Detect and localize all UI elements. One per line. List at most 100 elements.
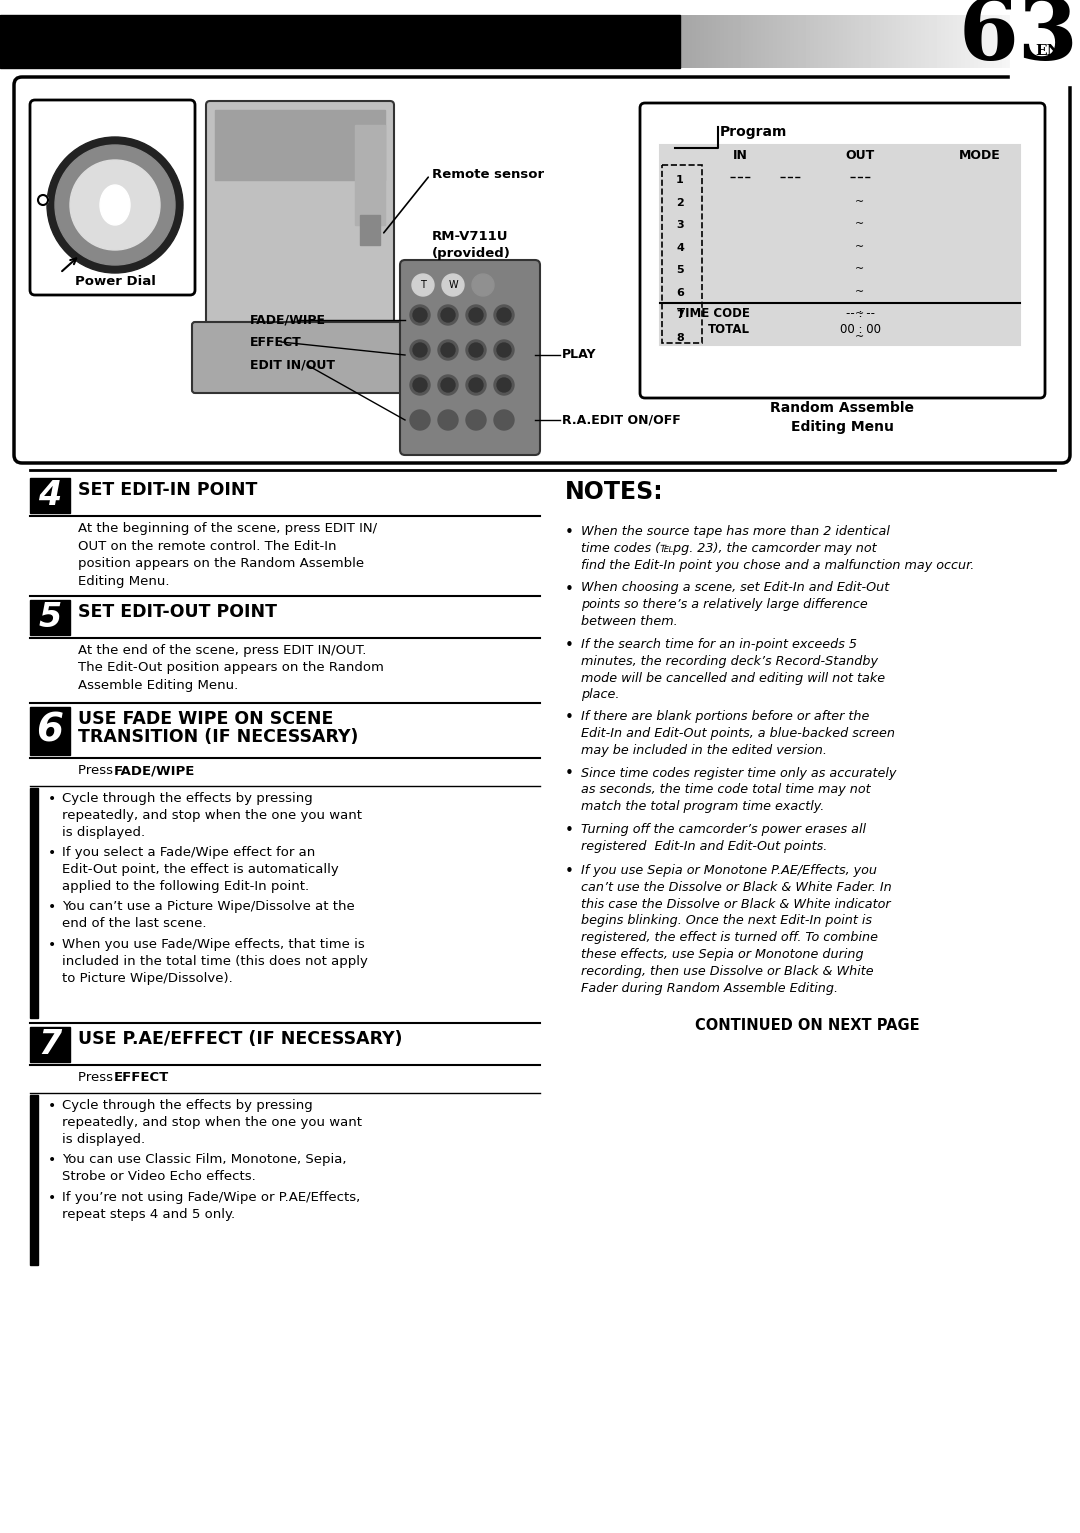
Circle shape (469, 308, 483, 322)
FancyBboxPatch shape (206, 101, 394, 389)
FancyBboxPatch shape (640, 103, 1045, 399)
Text: FADE/WIPE: FADE/WIPE (114, 763, 195, 777)
Circle shape (438, 340, 458, 360)
Text: If you’re not using Fade/Wipe or P.AE/Effects,
repeat steps 4 and 5 only.: If you’re not using Fade/Wipe or P.AE/Ef… (62, 1191, 361, 1220)
Text: USE P.AE/EFFECT (IF NECESSARY): USE P.AE/EFFECT (IF NECESSARY) (78, 1030, 403, 1049)
Circle shape (410, 376, 430, 396)
Text: •: • (48, 846, 56, 860)
Circle shape (442, 274, 464, 296)
Bar (30, 707, 70, 754)
Text: When choosing a scene, set Edit-In and Edit-Out
points so there’s a relatively l: When choosing a scene, set Edit-In and E… (581, 581, 889, 629)
Bar (360, 215, 380, 245)
Text: Press: Press (78, 763, 118, 777)
Text: ~: ~ (855, 264, 865, 274)
Text: At the beginning of the scene, press EDIT IN/
OUT on the remote control. The Edi: At the beginning of the scene, press EDI… (78, 523, 377, 587)
Text: ~: ~ (855, 242, 865, 251)
Text: Turning off the camcorder’s power erases all
registered  Edit-In and Edit-Out po: Turning off the camcorder’s power erases… (581, 823, 866, 852)
Text: •: • (565, 823, 573, 839)
Circle shape (410, 409, 430, 429)
Text: •: • (565, 766, 573, 782)
Circle shape (38, 195, 48, 205)
Circle shape (413, 343, 427, 357)
Text: ~: ~ (855, 219, 865, 228)
Bar (355, 126, 384, 225)
Text: TOTAL: TOTAL (708, 323, 750, 336)
Text: Cycle through the effects by pressing
repeatedly, and stop when the one you want: Cycle through the effects by pressing re… (62, 1099, 362, 1145)
Text: .: . (164, 1072, 168, 1084)
Circle shape (469, 343, 483, 357)
Ellipse shape (100, 185, 130, 225)
Text: ~: ~ (855, 333, 865, 342)
Text: OUT: OUT (846, 149, 875, 162)
Text: When you use Fade/Wipe effects, that time is
included in the total time (this do: When you use Fade/Wipe effects, that tim… (62, 938, 368, 984)
Text: 4: 4 (676, 244, 684, 253)
Circle shape (438, 376, 458, 396)
FancyBboxPatch shape (400, 261, 540, 455)
FancyBboxPatch shape (14, 77, 1070, 463)
Text: ~: ~ (855, 310, 865, 319)
Text: 5: 5 (39, 601, 62, 635)
Circle shape (413, 308, 427, 322)
Bar (30, 1095, 38, 1265)
Text: Random Assemble
Editing Menu: Random Assemble Editing Menu (770, 402, 914, 434)
Text: You can’t use a Picture Wipe/Dissolve at the
end of the last scene.: You can’t use a Picture Wipe/Dissolve at… (62, 900, 354, 931)
Bar (30, 478, 70, 514)
Text: •: • (48, 1153, 56, 1167)
Text: EFFECT: EFFECT (249, 336, 301, 348)
FancyBboxPatch shape (192, 322, 408, 392)
Circle shape (410, 305, 430, 325)
Text: 8: 8 (676, 333, 684, 343)
Circle shape (472, 274, 494, 296)
Text: •: • (48, 900, 56, 914)
Text: 00 : 00: 00 : 00 (839, 323, 880, 336)
Text: •: • (565, 638, 573, 653)
Circle shape (410, 340, 430, 360)
Text: MODE: MODE (959, 149, 1001, 162)
Circle shape (441, 379, 455, 392)
Circle shape (438, 305, 458, 325)
Text: .: . (186, 763, 190, 777)
Circle shape (494, 409, 514, 429)
Text: ~: ~ (855, 287, 865, 297)
Bar (1010, 0, 1080, 84)
Circle shape (494, 305, 514, 325)
Text: -- : --: -- : -- (846, 307, 875, 320)
Circle shape (413, 379, 427, 392)
Text: •: • (565, 710, 573, 725)
Text: EFFECT: EFFECT (114, 1072, 170, 1084)
Bar (215, 110, 384, 179)
Text: If the search time for an in-point exceeds 5
minutes, the recording deck’s Recor: If the search time for an in-point excee… (581, 638, 886, 702)
Text: Program: Program (720, 126, 787, 140)
Text: Since time codes register time only as accurately
as seconds, the time code tota: Since time codes register time only as a… (581, 766, 896, 812)
Text: FADE/WIPE: FADE/WIPE (249, 314, 326, 327)
Text: ~: ~ (855, 198, 865, 207)
Text: •: • (565, 524, 573, 540)
Circle shape (497, 308, 511, 322)
Text: •: • (48, 1099, 56, 1113)
Text: 7: 7 (676, 310, 684, 320)
Text: 4: 4 (39, 478, 62, 512)
Text: If you use Sepia or Monotone P.AE/Effects, you
can’t use the Dissolve or Black &: If you use Sepia or Monotone P.AE/Effect… (581, 865, 892, 995)
Circle shape (465, 305, 486, 325)
Text: 3: 3 (676, 221, 684, 230)
Text: TIME CODE: TIME CODE (677, 307, 750, 320)
Circle shape (465, 409, 486, 429)
Text: PLAY: PLAY (562, 348, 596, 362)
Text: Press: Press (78, 1072, 118, 1084)
Circle shape (497, 379, 511, 392)
Text: You can use Classic Film, Monotone, Sepia,
Strobe or Video Echo effects.: You can use Classic Film, Monotone, Sepi… (62, 1153, 347, 1183)
Circle shape (441, 308, 455, 322)
Text: USE FADE WIPE ON SCENE: USE FADE WIPE ON SCENE (78, 710, 334, 728)
Bar (662, 166, 702, 343)
Text: TRANSITION (IF NECESSARY): TRANSITION (IF NECESSARY) (78, 728, 359, 747)
Text: T: T (420, 281, 426, 290)
Circle shape (497, 343, 511, 357)
Text: SET EDIT-IN POINT: SET EDIT-IN POINT (78, 481, 257, 500)
Text: If there are blank portions before or after the
Edit-In and Edit-Out points, a b: If there are blank portions before or af… (581, 710, 895, 757)
Text: 63: 63 (958, 0, 1078, 78)
Bar (30, 1027, 70, 1062)
Text: 6: 6 (676, 288, 684, 297)
Circle shape (465, 376, 486, 396)
Text: R.A.EDIT ON/OFF: R.A.EDIT ON/OFF (562, 414, 680, 426)
Text: When the source tape has more than 2 identical
time codes (℡pg. 23), the camcord: When the source tape has more than 2 ide… (581, 524, 974, 572)
